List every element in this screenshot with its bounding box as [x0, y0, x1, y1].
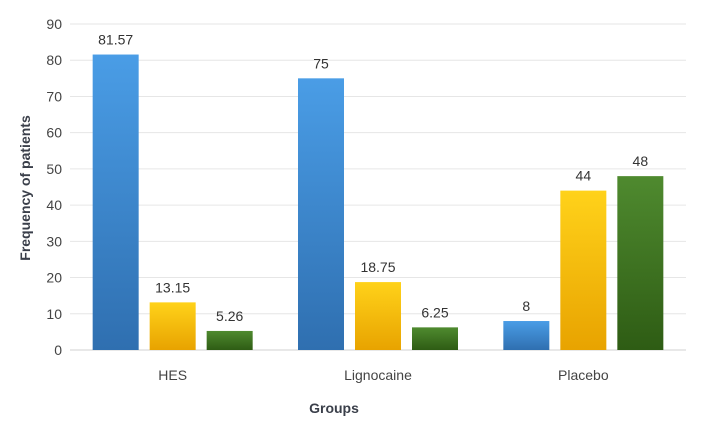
- data-label: 13.15: [155, 279, 190, 295]
- data-label: 8: [522, 298, 530, 314]
- bar-lignocaine-series-0: [298, 78, 344, 350]
- bar-lignocaine-series-1: [355, 282, 401, 350]
- x-axis-tick-labels: HES Lignocaine Placebo: [158, 367, 609, 383]
- y-tick-label: 90: [46, 16, 62, 32]
- bar-lignocaine-series-2: [412, 327, 458, 350]
- y-tick-label: 70: [46, 88, 62, 104]
- bar-placebo-series-0: [503, 321, 550, 350]
- y-tick-label: 10: [46, 306, 62, 322]
- data-label: 81.57: [98, 32, 133, 48]
- y-tick-label: 60: [46, 125, 62, 141]
- data-label: 6.25: [421, 304, 448, 320]
- data-label: 44: [576, 168, 592, 184]
- y-tick-label: 50: [46, 161, 62, 177]
- y-axis-tick-labels: 0 10 20 30 40 50 60 70 80 90: [46, 16, 62, 358]
- x-axis-title: Groups: [309, 400, 359, 416]
- bar-hes-series-1: [149, 302, 196, 350]
- data-label: 5.26: [216, 308, 243, 324]
- y-tick-label: 80: [46, 52, 62, 68]
- y-tick-label: 20: [46, 270, 62, 286]
- y-tick-label: 30: [46, 233, 62, 249]
- x-tick-label-lignocaine: Lignocaine: [344, 367, 412, 383]
- bar-hes-series-0: [92, 54, 139, 350]
- bars: [92, 54, 664, 350]
- x-tick-label-placebo: Placebo: [558, 367, 609, 383]
- bar-placebo-series-1: [560, 190, 607, 350]
- data-label: 48: [633, 153, 649, 169]
- bar-hes-series-2: [206, 330, 253, 350]
- y-tick-label: 40: [46, 197, 62, 213]
- data-label: 18.75: [360, 259, 395, 275]
- y-tick-label: 0: [54, 342, 62, 358]
- bar-placebo-series-2: [617, 176, 664, 350]
- data-label: 75: [313, 55, 329, 71]
- data-labels: 81.57 13.15 5.26 75 18.75 6.25 8 44 48: [98, 32, 648, 324]
- y-axis-title: Frequency of patients: [17, 115, 33, 261]
- x-tick-label-hes: HES: [158, 367, 187, 383]
